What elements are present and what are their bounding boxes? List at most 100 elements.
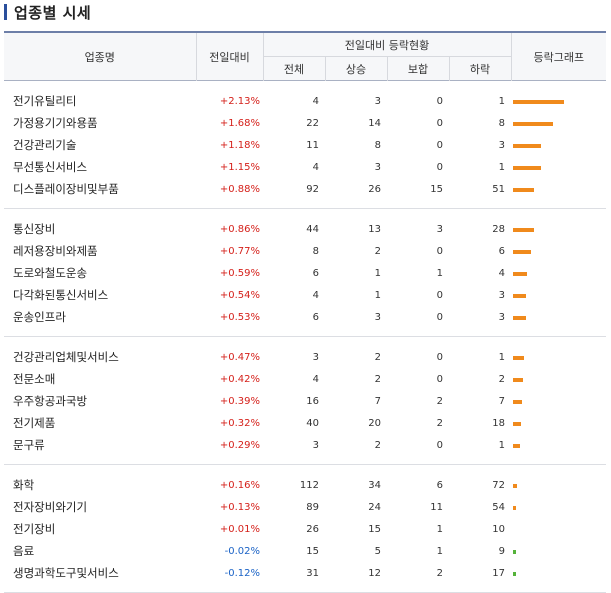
- sector-name[interactable]: 도로와철도운송: [13, 266, 88, 280]
- header-fall[interactable]: 하락: [448, 56, 512, 81]
- flat-count: 0: [436, 117, 443, 129]
- flat-count: 0: [436, 161, 443, 173]
- fall-count: 18: [492, 417, 506, 429]
- header-total[interactable]: 전체: [262, 56, 325, 81]
- table-row[interactable]: 화학 +0.16% 112 34 6 72: [4, 465, 606, 497]
- sector-name[interactable]: 전기장비: [13, 522, 56, 536]
- table-row[interactable]: 전기제품 +0.32% 40 20 2 18: [4, 412, 606, 434]
- fall-count: 8: [498, 117, 506, 129]
- graph-cell: [511, 434, 606, 464]
- sector-name[interactable]: 전기제품: [13, 416, 56, 430]
- fall-count: 1: [498, 439, 506, 451]
- rise-count: 34: [368, 479, 381, 491]
- change-bar: [513, 421, 522, 426]
- change-value: +0.39%: [219, 395, 260, 407]
- sector-name[interactable]: 건강관리업체및서비스: [13, 350, 119, 364]
- sector-name[interactable]: 전자장비와기기: [13, 500, 88, 514]
- table-row[interactable]: 디스플레이장비및부품 +0.88% 92 26 15 51: [4, 178, 606, 208]
- sector-name[interactable]: 우주항공과국방: [13, 394, 88, 408]
- table-row[interactable]: 전문소매 +0.42% 4 2 0 2: [4, 368, 606, 390]
- change-value: +1.18%: [219, 139, 260, 151]
- fall-count: 1: [498, 95, 506, 107]
- change-bar: [513, 355, 525, 360]
- change-bar: [513, 399, 523, 404]
- total-count: 26: [306, 523, 319, 535]
- fall-count: 54: [492, 501, 506, 513]
- total-count: 112: [299, 479, 319, 491]
- table-row[interactable]: 운송인프라 +0.53% 6 3 0 3: [4, 306, 606, 336]
- fall-count: 1: [498, 161, 506, 173]
- header-sector-name[interactable]: 업종명: [4, 31, 196, 81]
- table-row[interactable]: 건강관리업체및서비스 +0.47% 3 2 0 1: [4, 337, 606, 369]
- header-rise[interactable]: 상승: [324, 56, 387, 81]
- fall-count: 3: [498, 139, 506, 151]
- table-row[interactable]: 문구류 +0.29% 3 2 0 1: [4, 434, 606, 464]
- table-row[interactable]: 전자장비와기기 +0.13% 89 24 11 54: [4, 496, 606, 518]
- change-bar: [513, 187, 535, 192]
- flat-count: 2: [436, 567, 443, 579]
- header-change[interactable]: 전일대비: [195, 31, 263, 81]
- sector-name[interactable]: 전문소매: [13, 372, 56, 386]
- flat-count: 0: [436, 351, 443, 363]
- flat-count: 0: [436, 245, 443, 257]
- change-value: +0.77%: [219, 245, 260, 257]
- change-bar: [513, 249, 532, 254]
- sector-name[interactable]: 생명과학도구및서비스: [13, 566, 119, 580]
- total-count: 4: [312, 373, 319, 385]
- change-value: +0.16%: [219, 479, 260, 491]
- fall-count: 1: [498, 351, 506, 363]
- graph-cell: [511, 112, 606, 134]
- group-divider: [4, 464, 607, 465]
- table-row[interactable]: 통신장비 +0.86% 44 13 3 28: [4, 209, 606, 241]
- table-row[interactable]: 무선통신서비스 +1.15% 4 3 0 1: [4, 156, 606, 178]
- sector-name[interactable]: 통신장비: [13, 222, 56, 236]
- change-bar: [513, 165, 542, 170]
- change-value: +0.32%: [219, 417, 260, 429]
- header-status-group: 전일대비 등락현황: [262, 31, 512, 57]
- total-count: 40: [306, 417, 319, 429]
- sector-name[interactable]: 레저용장비와제품: [13, 244, 98, 258]
- total-count: 22: [306, 117, 319, 129]
- change-value: +2.13%: [219, 95, 260, 107]
- total-count: 4: [312, 95, 319, 107]
- sector-name[interactable]: 건강관리기술: [13, 138, 77, 152]
- rise-count: 13: [368, 223, 381, 235]
- table-row[interactable]: 생명과학도구및서비스 -0.12% 31 12 2 17: [4, 562, 606, 592]
- table-row[interactable]: 가정용기기와용품 +1.68% 22 14 0 8: [4, 112, 606, 134]
- table-row[interactable]: 전기장비 +0.01% 26 15 1 10: [4, 518, 606, 540]
- table-row[interactable]: 다각화된통신서비스 +0.54% 4 1 0 3: [4, 284, 606, 306]
- graph-cell: [511, 412, 606, 434]
- change-bar: [513, 227, 535, 232]
- sector-name[interactable]: 무선통신서비스: [13, 160, 88, 174]
- table-row[interactable]: 전기유틸리티 +2.13% 4 3 0 1: [4, 81, 606, 113]
- title-accent-bar: [4, 4, 7, 20]
- table-row[interactable]: 레저용장비와제품 +0.77% 8 2 0 6: [4, 240, 606, 262]
- graph-cell: [511, 284, 606, 306]
- sector-name[interactable]: 디스플레이장비및부품: [13, 182, 119, 196]
- table-row[interactable]: 도로와철도운송 +0.59% 6 1 1 4: [4, 262, 606, 284]
- fall-count: 10: [492, 523, 506, 535]
- change-value: -0.02%: [224, 545, 260, 557]
- rise-count: 2: [374, 439, 381, 451]
- fall-count: 17: [492, 567, 506, 579]
- sector-name[interactable]: 음료: [13, 544, 35, 558]
- table-row[interactable]: 우주항공과국방 +0.39% 16 7 2 7: [4, 390, 606, 412]
- sector-name[interactable]: 문구류: [13, 438, 45, 452]
- header-flat[interactable]: 보합: [386, 56, 449, 81]
- group-divider: [4, 208, 607, 209]
- graph-cell: [511, 240, 606, 262]
- flat-count: 0: [436, 95, 443, 107]
- sector-name[interactable]: 화학: [13, 478, 35, 492]
- sector-name[interactable]: 전기유틸리티: [13, 94, 77, 108]
- sector-name[interactable]: 가정용기기와용품: [13, 116, 98, 130]
- sector-name[interactable]: 운송인프라: [13, 310, 66, 324]
- table-row[interactable]: 음료 -0.02% 15 5 1 9: [4, 540, 606, 562]
- change-value: +0.29%: [219, 439, 260, 451]
- graph-cell: [511, 562, 606, 592]
- flat-count: 0: [436, 139, 443, 151]
- total-count: 11: [306, 139, 319, 151]
- table-row[interactable]: 건강관리기술 +1.18% 11 8 0 3: [4, 134, 606, 156]
- flat-count: 0: [436, 373, 443, 385]
- sector-name[interactable]: 다각화된통신서비스: [13, 288, 109, 302]
- graph-cell: [511, 81, 606, 113]
